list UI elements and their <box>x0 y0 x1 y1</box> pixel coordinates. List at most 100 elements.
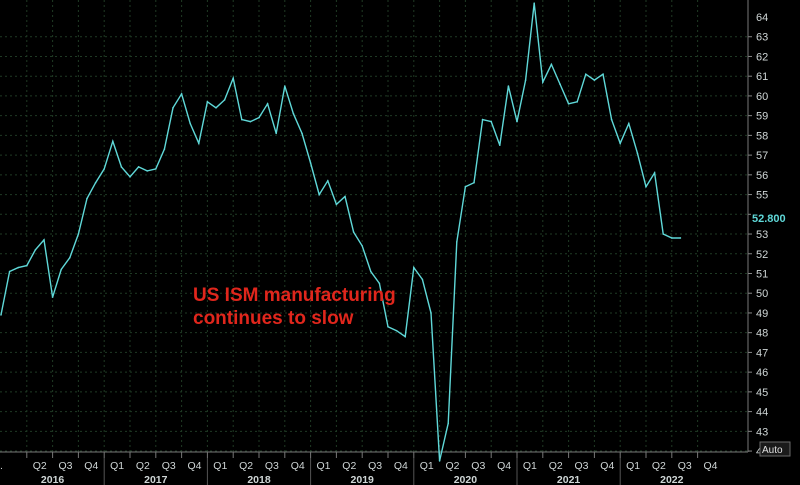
series-point <box>258 116 260 119</box>
x-quarter-label: Q3 <box>471 460 485 472</box>
series-point <box>499 144 501 147</box>
series-point <box>662 233 664 235</box>
series-point <box>26 264 28 267</box>
x-quarter-label: Q2 <box>549 460 563 472</box>
series-point <box>8 270 11 273</box>
auto-button-box[interactable] <box>759 441 791 457</box>
x-quarter-label: Q4 <box>497 460 511 472</box>
x-quarter-label: Q1 <box>316 460 330 472</box>
y-tick-label: 47 <box>756 347 768 359</box>
series-point <box>679 237 682 239</box>
series-point <box>576 101 578 103</box>
y-axis: 4243444546474849505152535455565758596061… <box>747 0 768 458</box>
x-quarter-label: Q4 <box>703 460 717 472</box>
series-point <box>223 99 226 101</box>
series-point <box>421 278 424 281</box>
x-year-label: 2022 <box>660 474 684 485</box>
series-point <box>636 152 639 154</box>
y-tick-label: 48 <box>756 328 768 340</box>
y-tick-label: 44 <box>756 407 768 419</box>
series-point <box>129 176 131 178</box>
series-point <box>318 193 321 196</box>
series-point <box>628 122 630 125</box>
series-point <box>301 132 303 135</box>
x-quarter-label: Q3 <box>368 460 382 472</box>
series-point <box>34 249 37 251</box>
y-tick-label: 52 <box>756 249 768 261</box>
series-point <box>593 79 596 81</box>
x-quarter-label: Q3 <box>58 460 72 472</box>
y-tick-label: 61 <box>756 71 768 83</box>
y-tick-label: 43 <box>756 426 768 438</box>
y-tick-label: 55 <box>756 190 768 202</box>
series-point <box>395 329 398 332</box>
y-tick-label: 59 <box>756 111 768 123</box>
series-point <box>241 118 243 121</box>
series-point <box>309 162 312 164</box>
x-quarter-label: Q2 <box>445 460 459 472</box>
series-point <box>249 120 252 123</box>
series-point <box>0 314 2 316</box>
y-tick-label: 46 <box>756 367 768 379</box>
x-quarter-label-partial: . <box>0 460 3 472</box>
series-point <box>507 85 510 87</box>
series-point <box>103 168 105 170</box>
ism-series-line <box>0 3 681 462</box>
series-point <box>438 460 441 462</box>
series-point <box>344 195 346 198</box>
grid-lines <box>0 0 748 452</box>
series-point <box>232 77 234 79</box>
series-point <box>137 166 140 168</box>
series-point <box>542 81 544 83</box>
x-year-label: 2017 <box>144 474 168 485</box>
series-point <box>567 103 570 105</box>
series-point <box>198 142 200 145</box>
y-tick-label: 62 <box>756 51 768 63</box>
auto-button[interactable]: Auto <box>762 445 783 456</box>
series-point <box>602 73 604 76</box>
x-quarter-label: Q2 <box>136 460 150 472</box>
x-quarter-label: Q4 <box>394 460 408 472</box>
x-quarter-label: Q1 <box>626 460 640 472</box>
y-tick-label: 63 <box>756 32 768 44</box>
series-point <box>189 122 191 125</box>
x-quarter-label: Q1 <box>213 460 227 472</box>
series-point <box>51 296 54 298</box>
y-tick-label: 53 <box>756 229 768 241</box>
series-point <box>335 203 338 206</box>
series-point <box>464 185 467 188</box>
series-point <box>94 181 97 184</box>
series-point <box>155 168 157 170</box>
series-point <box>404 335 407 338</box>
series-point <box>180 93 183 95</box>
series-point <box>559 83 561 85</box>
x-quarter-label: Q4 <box>600 460 614 472</box>
x-quarter-label: Q4 <box>187 460 201 472</box>
x-quarter-label: Q2 <box>33 460 47 472</box>
series-point <box>516 120 518 123</box>
x-quarter-label: Q3 <box>265 460 279 472</box>
x-quarter-label: Q1 <box>523 460 537 472</box>
series-point <box>524 79 527 81</box>
x-quarter-label: Q3 <box>678 460 692 472</box>
y-tick-label: 51 <box>756 268 768 280</box>
x-quarter-label: Q4 <box>84 460 98 472</box>
plot-area <box>0 0 748 452</box>
y-tick-label: 45 <box>756 387 768 399</box>
y-tick-label: 50 <box>756 288 768 300</box>
series-point <box>456 241 458 243</box>
x-quarter-label: Q2 <box>342 460 356 472</box>
series-point <box>671 237 673 239</box>
x-quarter-label: Q3 <box>162 460 176 472</box>
series-point <box>585 73 587 76</box>
series-point <box>361 245 364 247</box>
series-point <box>619 142 621 145</box>
series-point <box>645 185 647 188</box>
series-point <box>206 101 209 103</box>
series-point <box>653 172 656 174</box>
x-quarter-label: Q2 <box>239 460 253 472</box>
series-point <box>370 270 372 273</box>
annotation-line-2: continues to slow <box>193 308 354 329</box>
